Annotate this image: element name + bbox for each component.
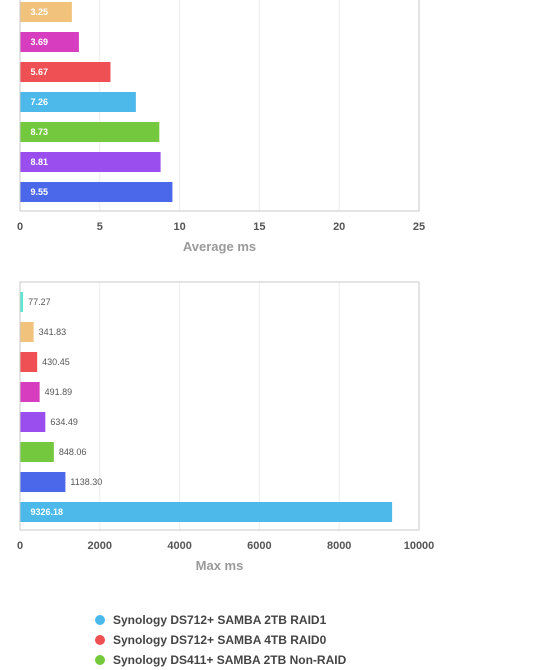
legend-label: Synology DS712+ SAMBA 2TB RAID1 [113, 613, 327, 627]
bar [20, 322, 34, 342]
data-label: 9.55 [31, 187, 49, 197]
data-label: 848.06 [59, 447, 87, 457]
bar [20, 2, 72, 22]
legend-swatch [95, 615, 105, 625]
data-label: 634.49 [50, 417, 78, 427]
x-tick-label: 25 [413, 221, 425, 233]
data-label: 3.69 [31, 37, 49, 47]
bar [20, 182, 173, 202]
legend-label: Synology DS411+ SAMBA 2TB Non-RAID [113, 653, 347, 667]
data-label: 5.67 [31, 67, 49, 77]
bar [20, 292, 24, 312]
bar [20, 152, 161, 172]
x-tick-label: 8000 [327, 540, 351, 552]
bar [20, 92, 136, 112]
bar [20, 32, 79, 52]
legend-swatch [95, 635, 105, 645]
x-tick-label: 5 [97, 221, 103, 233]
x-tick-label: 0 [17, 221, 23, 233]
data-label: 491.89 [45, 387, 73, 397]
x-tick-label: 15 [253, 221, 265, 233]
data-label: 77.27 [28, 297, 51, 307]
bar [20, 442, 54, 462]
x-tick-label: 6000 [247, 540, 271, 552]
legend-label: Synology DS712+ SAMBA 4TB RAID0 [113, 633, 327, 647]
x-tick-label: 2000 [88, 540, 112, 552]
bar [20, 502, 393, 522]
bar [20, 352, 38, 372]
data-label: 3.25 [31, 7, 49, 17]
bar [20, 62, 111, 82]
plot-frame [19, 281, 420, 531]
data-label: 1138.30 [70, 477, 102, 487]
x-tick-label: 20 [333, 221, 345, 233]
x-tick-label: 10000 [404, 540, 435, 552]
data-label: 8.81 [31, 157, 49, 167]
max-ms-chart: 77.27 341.83 430.45 491.89 634.49 848.06 1138.… [17, 281, 435, 573]
data-label: 7.26 [31, 97, 49, 107]
legend-item[interactable]: Synology DS712+ SAMBA 4TB RAID0 [95, 630, 346, 650]
x-tick-label: 10 [173, 221, 185, 233]
bar [20, 122, 160, 142]
chart-legend: Synology DS712+ SAMBA 2TB RAID1 Synology … [95, 610, 346, 670]
legend-item[interactable]: Synology DS411+ SAMBA 2TB Non-RAID [95, 650, 346, 670]
plot-frame [19, 0, 420, 212]
bar [20, 472, 66, 492]
legend-swatch [95, 655, 105, 665]
data-label: 9326.18 [31, 507, 64, 517]
data-label: 341.83 [39, 327, 67, 337]
x-axis-title: Max ms [196, 558, 244, 573]
legend-item[interactable]: Synology DS712+ SAMBA 2TB RAID1 [95, 610, 346, 630]
bar [20, 412, 46, 432]
x-tick-label: 0 [17, 540, 23, 552]
x-tick-label: 4000 [167, 540, 191, 552]
average-ms-chart: 3.25 3.69 5.67 7.26 8.73 8.81 9.55 0 5 10 15 20 25 Av… [17, 0, 425, 254]
x-axis-title: Average ms [183, 239, 256, 254]
data-label: 430.45 [42, 357, 70, 367]
data-label: 8.73 [31, 127, 49, 137]
bar [20, 382, 40, 402]
